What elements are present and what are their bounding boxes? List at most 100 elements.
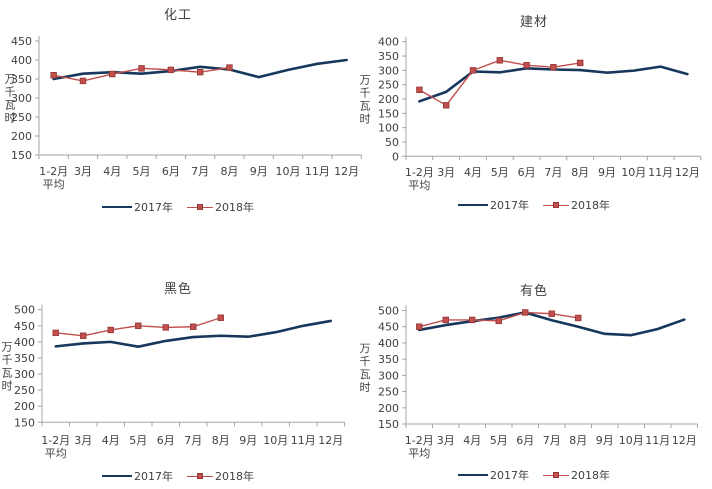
svg-text:千: 千 [360, 355, 371, 368]
svg-text:10月: 10月 [621, 166, 646, 179]
svg-text:3月: 3月 [437, 166, 455, 179]
chart-legend: 2017年 2018年 [356, 197, 712, 213]
svg-text:瓦: 瓦 [360, 368, 371, 381]
legend-item-2017[interactable]: 2017年 [102, 468, 173, 484]
svg-text:12月: 12月 [318, 434, 343, 447]
svg-text:4月: 4月 [464, 166, 482, 179]
svg-text:12月: 12月 [334, 165, 359, 178]
legend-square-marker [197, 203, 203, 210]
legend-square-marker [197, 472, 203, 479]
legend-line-swatch [458, 204, 488, 206]
svg-text:1-2月: 1-2月 [405, 434, 434, 447]
chart-title: 建材 [519, 15, 548, 30]
svg-text:4月: 4月 [103, 165, 121, 178]
svg-text:350: 350 [378, 50, 399, 63]
svg-text:12月: 12月 [675, 166, 700, 179]
svg-text:400: 400 [378, 337, 399, 350]
svg-text:250: 250 [14, 384, 35, 397]
svg-text:5月: 5月 [129, 434, 147, 447]
svg-text:瓦: 瓦 [5, 99, 16, 112]
svg-text:7月: 7月 [184, 434, 202, 447]
svg-text:150: 150 [378, 107, 399, 120]
svg-text:7月: 7月 [544, 166, 562, 179]
svg-text:时: 时 [5, 112, 16, 125]
svg-text:200: 200 [11, 130, 32, 143]
svg-text:平均: 平均 [408, 179, 430, 192]
legend-item-2018[interactable]: 2018年 [543, 467, 610, 483]
chart-panel-chemical[interactable]: 化工 450 400 350 300 250 200 150 1-2月 平均 3月 4月 5月 6月 7月… [0, 0, 362, 245]
svg-text:6月: 6月 [162, 165, 180, 178]
svg-text:150: 150 [14, 416, 35, 429]
svg-text:8月: 8月 [569, 434, 587, 447]
legend-item-2017[interactable]: 2017年 [458, 467, 529, 483]
svg-text:12月: 12月 [672, 434, 697, 447]
svg-text:250: 250 [11, 111, 32, 124]
chart-title: 化工 [163, 8, 192, 23]
svg-text:9月: 9月 [250, 165, 268, 178]
svg-text:350: 350 [14, 352, 35, 365]
svg-text:10月: 10月 [619, 434, 644, 447]
svg-text:300: 300 [378, 64, 399, 77]
chart-title: 黑色 [163, 282, 192, 297]
legend-label: 2018年 [571, 469, 610, 482]
svg-text:250: 250 [378, 386, 399, 399]
legend-item-2017[interactable]: 2017年 [102, 199, 173, 215]
chart-legend: 2017年 2018年 [356, 467, 712, 483]
svg-text:8月: 8月 [220, 165, 238, 178]
svg-text:50: 50 [385, 136, 399, 149]
legend-line-swatch [102, 475, 132, 477]
svg-text:150: 150 [11, 149, 32, 162]
legend-label: 2018年 [571, 199, 610, 212]
legend-line-marker-swatch [187, 472, 213, 479]
svg-text:10月: 10月 [276, 165, 301, 178]
svg-text:平均: 平均 [43, 178, 65, 191]
legend-item-2017[interactable]: 2017年 [458, 197, 529, 213]
legend-item-2018[interactable]: 2018年 [543, 197, 610, 213]
svg-text:5月: 5月 [491, 166, 509, 179]
legend-label: 2017年 [490, 199, 529, 212]
legend-line-marker-swatch [187, 203, 213, 210]
legend-line-swatch [102, 206, 132, 208]
svg-text:7月: 7月 [191, 165, 209, 178]
legend-square-marker [553, 201, 559, 208]
svg-text:万: 万 [360, 74, 371, 87]
svg-text:8月: 8月 [571, 166, 589, 179]
svg-text:11月: 11月 [305, 165, 330, 178]
legend-item-2018[interactable]: 2018年 [187, 468, 254, 484]
legend-item-2018[interactable]: 2018年 [187, 199, 254, 215]
svg-text:时: 时 [360, 381, 371, 394]
legend-label: 2017年 [134, 470, 173, 483]
svg-text:500: 500 [378, 305, 399, 318]
svg-text:万: 万 [360, 342, 371, 355]
svg-text:千: 千 [5, 86, 16, 99]
legend-label: 2017年 [134, 201, 173, 214]
svg-text:9月: 9月 [239, 434, 257, 447]
svg-text:350: 350 [378, 353, 399, 366]
svg-text:400: 400 [378, 36, 399, 49]
chart-panel-nonferrous[interactable]: 有色 500 450 400 350 300 250 200 150 1-2月 平均 3月 4月 5月 6… [356, 244, 712, 489]
svg-text:千: 千 [360, 87, 371, 100]
svg-text:450: 450 [378, 321, 399, 334]
chart-panel-building-materials[interactable]: 建材 400 350 300 250 200 150 100 50 0 1-2月 平均 3月 4月 5月 6… [356, 0, 712, 245]
svg-text:300: 300 [378, 369, 399, 382]
svg-text:300: 300 [14, 368, 35, 381]
svg-text:3月: 3月 [437, 434, 455, 447]
chart-panel-ferrous[interactable]: 黑色 500 450 400 350 300 250 200 150 1-2月 平均 3月 4月 5月 6… [0, 244, 356, 489]
svg-text:瓦: 瓦 [2, 367, 13, 380]
legend-label: 2017年 [490, 469, 529, 482]
svg-text:450: 450 [14, 320, 35, 333]
svg-text:450: 450 [11, 35, 32, 48]
svg-text:5月: 5月 [133, 165, 151, 178]
svg-text:300: 300 [11, 92, 32, 105]
svg-text:1-2月: 1-2月 [405, 166, 434, 179]
legend-line-marker-swatch [543, 201, 569, 208]
svg-text:6月: 6月 [157, 434, 175, 447]
svg-text:250: 250 [378, 79, 399, 92]
svg-text:3月: 3月 [74, 434, 92, 447]
svg-text:万: 万 [2, 341, 13, 354]
svg-text:0: 0 [392, 150, 399, 163]
